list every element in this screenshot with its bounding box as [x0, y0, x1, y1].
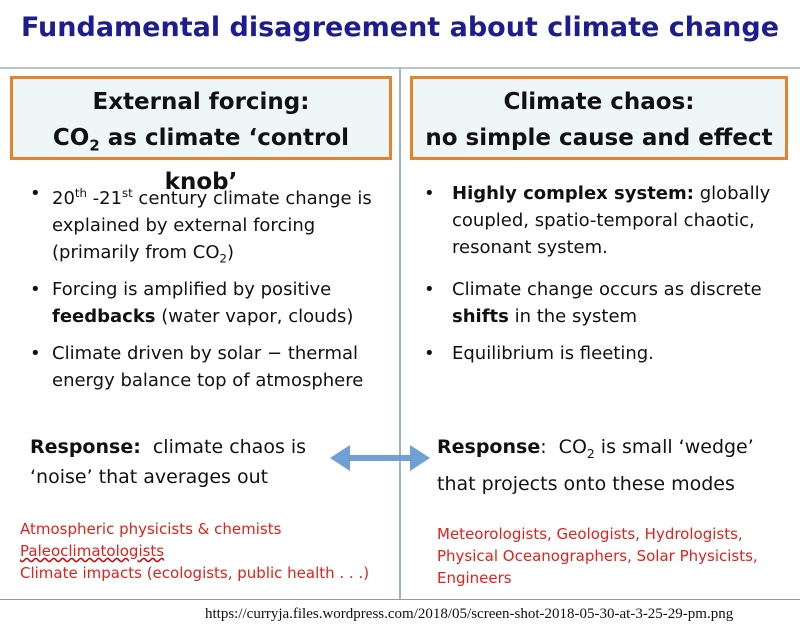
- bullet-text: Equilibrium is fleeting.: [452, 343, 654, 364]
- bullet: •: [424, 343, 435, 364]
- bullet-text: Highly complex system: globally coupled,…: [452, 180, 787, 261]
- bold-text: shifts: [452, 306, 509, 327]
- heading-line: no simple cause and effect: [425, 125, 773, 151]
- bullet: •: [30, 343, 41, 364]
- right-heading: Climate chaos: no simple cause and effec…: [410, 76, 788, 160]
- group: Paleoclimatologists: [20, 542, 165, 560]
- heading-line: Climate chaos:: [503, 89, 695, 115]
- heading-line: CO2 as climate ‘control knob’: [13, 120, 389, 200]
- group-list: Atmospheric physicists & chemists Paleoc…: [20, 518, 369, 584]
- bullet: •: [30, 183, 41, 204]
- group: Physical Oceanographers, Solar Physicist…: [437, 547, 758, 565]
- group: Meteorologists, Geologists, Hydrologists…: [437, 525, 743, 543]
- bullet: •: [30, 279, 41, 300]
- text: century climate change is explained by e…: [52, 188, 372, 263]
- text: Forcing is amplified by positive: [52, 279, 332, 300]
- group: Climate impacts (ecologists, public heal…: [20, 564, 370, 582]
- arrow-head: [410, 445, 430, 471]
- text: 20: [52, 188, 75, 209]
- text: globally coupled, spatio-temporal chaoti…: [452, 183, 771, 258]
- subscript: 2: [586, 446, 595, 461]
- bullet-text: Climate change occurs as discrete shifts…: [452, 276, 787, 330]
- bold-text: feedbacks: [52, 306, 156, 327]
- text: climate chaos is ‘noise’ that averages o…: [30, 436, 307, 488]
- subscript: 2: [89, 136, 100, 155]
- text: ): [226, 242, 235, 263]
- bold-text: Response: [437, 436, 541, 458]
- bullet: •: [424, 183, 435, 204]
- rule: [0, 599, 800, 600]
- text: -21: [86, 188, 123, 209]
- bullet-text: Climate driven by solar − thermal energy…: [52, 343, 364, 391]
- bold-text: Highly complex system:: [452, 183, 694, 204]
- group: Engineers: [437, 569, 512, 587]
- superscript: st: [122, 186, 133, 200]
- text: as climate ‘control knob’: [99, 125, 350, 195]
- bullet: •: [424, 279, 435, 300]
- subscript: 2: [219, 251, 227, 266]
- superscript: th: [74, 186, 87, 200]
- bullet-text: 20th -21st century climate change is exp…: [52, 180, 392, 273]
- double-arrow: [330, 445, 430, 471]
- group: Atmospheric physicists & chemists: [20, 520, 282, 538]
- rule: [0, 67, 800, 69]
- source-url: https://curryja.files.wordpress.com/2018…: [205, 606, 734, 622]
- bullet-text: Forcing is amplified by positive feedbac…: [52, 276, 372, 330]
- arrow-head: [330, 445, 350, 471]
- text: (water vapor, clouds): [155, 306, 354, 327]
- heading-line: External forcing:: [92, 89, 310, 115]
- text: in the system: [508, 306, 638, 327]
- group-list: Meteorologists, Geologists, Hydrologists…: [437, 523, 758, 589]
- bold-text: Response:: [30, 436, 141, 458]
- text: is small ‘wedge’ that projects onto thes…: [437, 436, 754, 495]
- response: Response: CO2 is small ‘wedge’ that proj…: [437, 432, 787, 499]
- left-heading: External forcing: CO2 as climate ‘contro…: [10, 76, 392, 195]
- text: CO: [52, 125, 90, 151]
- title: Fundamental disagreement about climate c…: [20, 12, 780, 43]
- divider: [399, 69, 401, 599]
- text: Climate change occurs as discrete: [452, 279, 762, 300]
- response: Response: climate chaos is ‘noise’ that …: [30, 432, 340, 492]
- text: : CO: [540, 436, 587, 458]
